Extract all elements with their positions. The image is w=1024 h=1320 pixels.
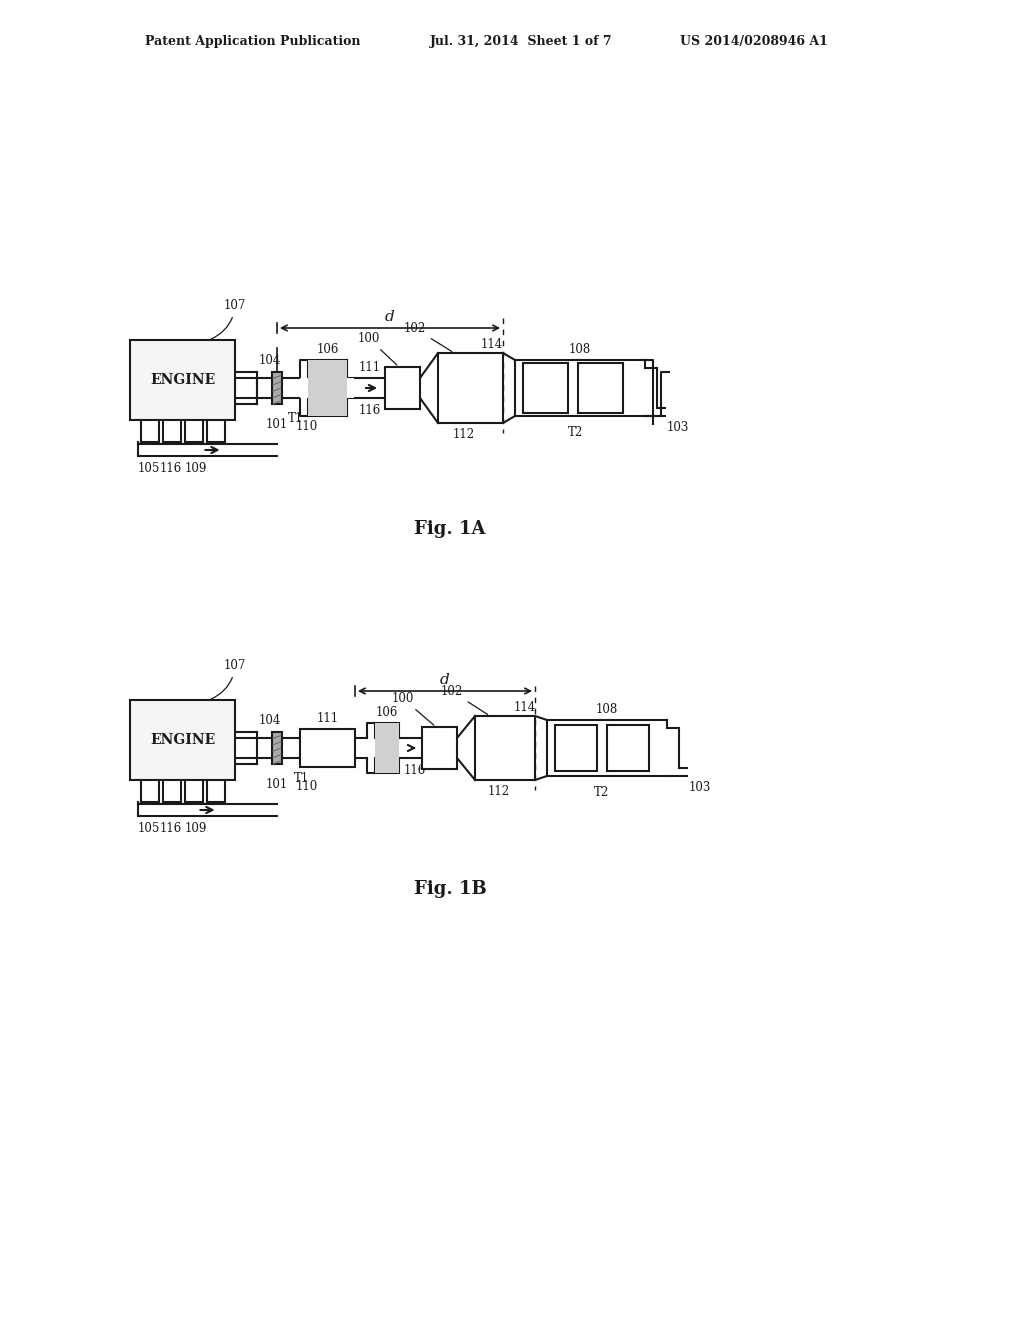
- Text: 102: 102: [440, 685, 487, 714]
- Text: T2: T2: [567, 426, 583, 440]
- Bar: [300, 729, 355, 767]
- Text: 116: 116: [160, 462, 182, 475]
- Text: 105: 105: [138, 462, 161, 475]
- Text: 111: 111: [359, 360, 381, 374]
- Text: 110: 110: [296, 780, 318, 793]
- Bar: [422, 727, 457, 770]
- Text: Fig. 1A: Fig. 1A: [415, 520, 485, 539]
- Text: 105: 105: [138, 822, 161, 836]
- Text: T1: T1: [288, 412, 303, 425]
- Text: 112: 112: [453, 428, 475, 441]
- Text: 106: 106: [316, 343, 339, 356]
- Text: 111: 111: [316, 711, 339, 725]
- Bar: [578, 363, 623, 413]
- Text: 116: 116: [403, 764, 426, 777]
- Text: 109: 109: [185, 462, 208, 475]
- Text: 102: 102: [403, 322, 452, 351]
- Text: 106: 106: [376, 706, 398, 719]
- Bar: [375, 723, 399, 774]
- Text: 100: 100: [391, 692, 434, 725]
- Text: T1: T1: [294, 772, 309, 785]
- Text: 103: 103: [667, 421, 689, 434]
- Bar: [438, 352, 503, 422]
- Text: ENGINE: ENGINE: [150, 374, 215, 387]
- Text: 101: 101: [266, 777, 288, 791]
- Bar: [130, 700, 234, 780]
- Bar: [607, 725, 649, 771]
- Text: 108: 108: [596, 704, 618, 715]
- Text: 103: 103: [689, 781, 712, 795]
- Text: 101: 101: [266, 418, 288, 432]
- Text: 114: 114: [480, 338, 503, 351]
- Text: 104: 104: [259, 714, 282, 727]
- Text: 104: 104: [259, 354, 282, 367]
- Bar: [347, 378, 355, 399]
- Bar: [300, 378, 308, 399]
- Bar: [385, 367, 420, 409]
- Text: 108: 108: [569, 343, 591, 356]
- Text: 114: 114: [514, 701, 537, 714]
- Text: Fig. 1B: Fig. 1B: [414, 880, 486, 898]
- Text: 100: 100: [357, 333, 397, 366]
- Text: T2: T2: [594, 785, 609, 799]
- Text: 109: 109: [185, 822, 208, 836]
- Bar: [308, 360, 347, 416]
- Text: 107: 107: [211, 659, 247, 698]
- Text: ENGINE: ENGINE: [150, 733, 215, 747]
- Text: US 2014/0208946 A1: US 2014/0208946 A1: [680, 36, 827, 48]
- Bar: [475, 715, 535, 780]
- Bar: [130, 341, 234, 420]
- Text: d: d: [385, 310, 395, 323]
- Text: 110: 110: [296, 420, 318, 433]
- Text: 107: 107: [211, 300, 247, 339]
- Text: 116: 116: [358, 404, 381, 417]
- Bar: [272, 372, 282, 404]
- Bar: [272, 733, 282, 764]
- Text: Patent Application Publication: Patent Application Publication: [145, 36, 360, 48]
- Text: 116: 116: [160, 822, 182, 836]
- Bar: [523, 363, 568, 413]
- Bar: [555, 725, 597, 771]
- Text: d: d: [440, 673, 450, 686]
- Text: 112: 112: [488, 785, 510, 799]
- Text: Jul. 31, 2014  Sheet 1 of 7: Jul. 31, 2014 Sheet 1 of 7: [430, 36, 612, 48]
